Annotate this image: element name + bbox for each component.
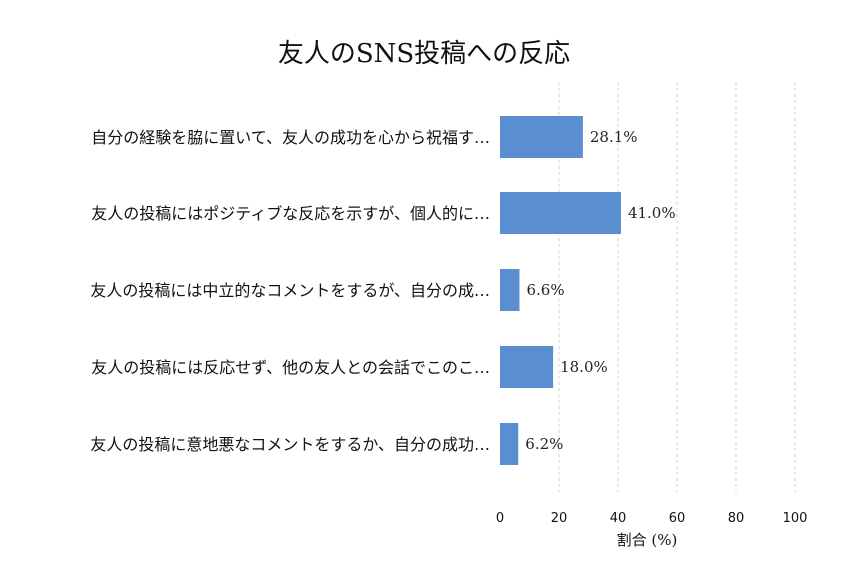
category-label-2: 友人の投稿にはポジティブな反応を示すが、個人的に… [91,204,490,223]
category-label-3: 友人の投稿には中立的なコメントをするが、自分の成… [90,281,490,300]
category-label-5: 友人の投稿に意地悪なコメントをするか、自分の成功… [90,435,490,454]
value-label-3: 6.6% [526,281,564,299]
chart-title: 友人のSNS投稿への反応 [278,39,570,69]
x-tick-40: 40 [610,511,627,526]
x-tick-60: 60 [669,511,686,526]
bar-3 [500,269,520,311]
value-label-5: 6.2% [525,435,563,453]
x-axis-label: 割合 (%) [617,531,678,549]
category-label-1: 自分の経験を脇に置いて、友人の成功を心から祝福す… [91,128,490,147]
category-labels: 自分の経験を脇に置いて、友人の成功を心から祝福す… 友人の投稿にはポジティブな反応… [90,128,490,454]
bar-1 [500,116,583,158]
x-tick-0: 0 [496,511,504,526]
bar-2 [500,192,621,234]
value-labels: 28.1% 41.0% 6.6% 18.0% 6.2% [525,128,675,453]
bar-5 [500,423,519,465]
x-tick-20: 20 [551,511,568,526]
bars [500,116,621,465]
category-label-4: 友人の投稿には反応せず、他の友人との会話でこのこ… [91,358,490,377]
value-label-4: 18.0% [560,358,608,376]
bar-4 [500,346,554,388]
x-tick-80: 80 [728,511,745,526]
value-label-1: 28.1% [590,128,638,146]
value-label-2: 41.0% [628,204,676,222]
x-tick-100: 100 [783,511,808,526]
x-tick-labels: 0 20 40 60 80 100 [496,511,808,526]
